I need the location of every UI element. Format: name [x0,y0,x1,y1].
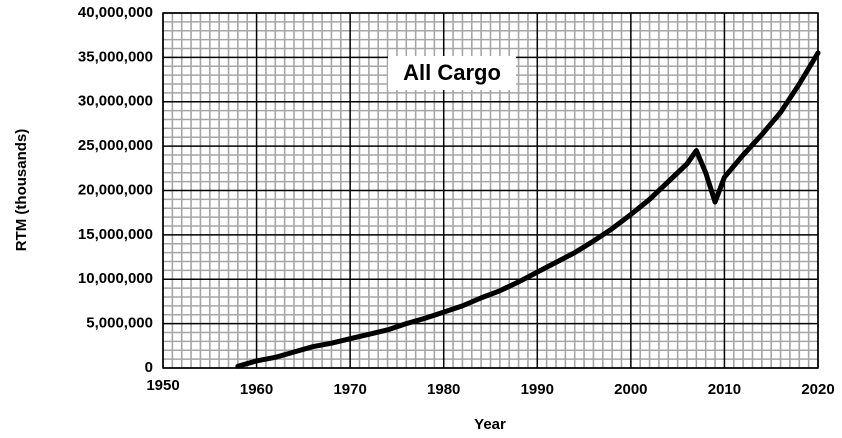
y-tick-label: 0 [145,359,153,376]
y-tick-label: 30,000,000 [78,93,153,110]
y-tick-label: 40,000,000 [78,4,153,21]
y-tick-label: 20,000,000 [78,181,153,198]
x-tick-label: 1970 [333,381,366,398]
y-tick-label: 15,000,000 [78,226,153,243]
title-box [388,56,516,90]
x-tick-label: 2020 [801,381,834,398]
x-tick-label: 1960 [240,381,273,398]
x-tick-label: 1950 [146,377,179,394]
grid [162,12,819,369]
x-tick-label: 1990 [521,381,554,398]
chart-title: All Cargo [403,60,501,85]
x-tick-label: 1980 [427,381,460,398]
y-tick-label: 5,000,000 [86,315,153,332]
plot-border [162,12,819,369]
x-axis-label: Year [474,416,506,433]
marks [235,50,821,369]
x-tick-label: 2000 [614,381,647,398]
y-axis-label: RTM (thousands) [13,129,30,251]
x-tick-label: 2010 [708,381,741,398]
y-tick-label: 10,000,000 [78,270,153,287]
y-tick-label: 35,000,000 [78,48,153,65]
y-tick-label: 25,000,000 [78,137,153,154]
data-line [235,50,821,369]
